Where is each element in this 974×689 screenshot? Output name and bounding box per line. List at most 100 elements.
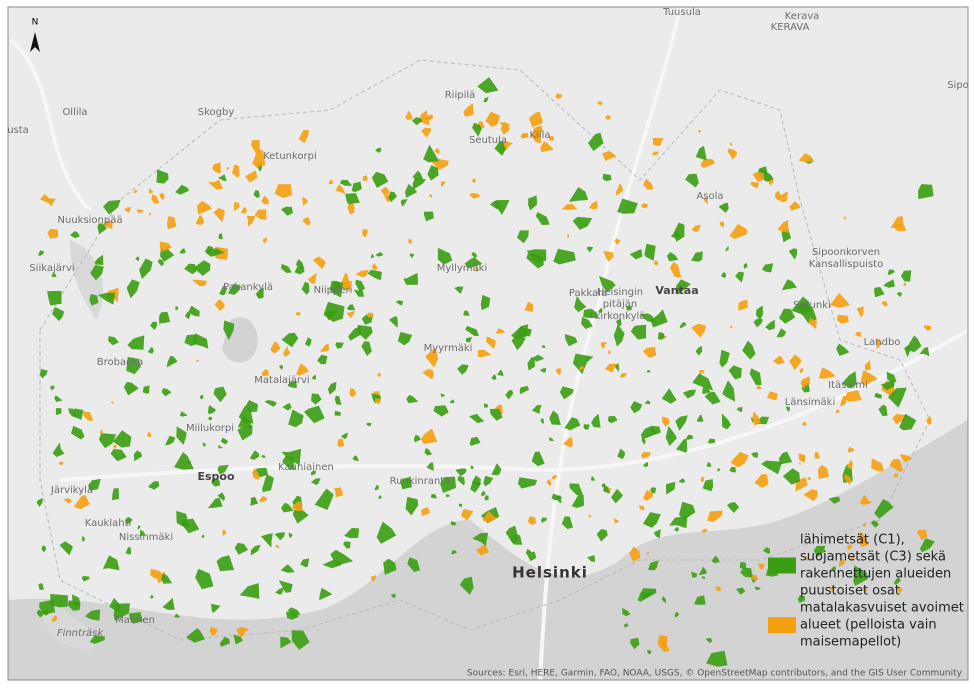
orange-area <box>563 436 573 448</box>
orange-area <box>274 184 293 198</box>
green-area <box>532 354 545 362</box>
green-area <box>470 480 482 493</box>
green-area <box>878 404 888 417</box>
orange-area <box>730 451 749 468</box>
orange-area <box>847 446 855 453</box>
orange-area <box>475 268 479 273</box>
green-area <box>481 490 486 497</box>
green-area <box>519 385 530 395</box>
green-area <box>597 308 603 313</box>
green-area <box>175 306 178 311</box>
orange-area <box>789 201 801 211</box>
orange-area <box>159 241 172 252</box>
green-area <box>179 248 186 254</box>
green-area <box>217 492 226 501</box>
orange-area <box>652 137 664 147</box>
orange-area <box>362 229 368 238</box>
legend-label: alueet (pelloista vain <box>800 618 937 633</box>
basemap <box>8 7 968 680</box>
green-area <box>721 272 727 278</box>
green-area <box>830 566 836 571</box>
orange-area <box>99 429 103 434</box>
place-label: Myyrmäki <box>424 343 473 354</box>
green-area <box>695 145 707 161</box>
green-area <box>874 499 894 519</box>
orange-area <box>691 224 701 232</box>
orange-area <box>222 529 227 536</box>
orange-area <box>589 200 598 210</box>
frame <box>7 6 969 681</box>
green-area <box>896 291 903 298</box>
green-area <box>742 340 756 360</box>
green-area <box>255 287 264 299</box>
green-area <box>559 386 574 400</box>
orange-area <box>829 587 835 591</box>
orange-area <box>798 153 815 163</box>
orange-area <box>703 197 708 205</box>
green-area <box>549 410 561 425</box>
green-area <box>666 252 679 262</box>
green-area <box>756 305 763 321</box>
green-area <box>611 488 623 504</box>
green-area <box>345 193 360 205</box>
green-area <box>692 373 714 391</box>
place-label: kirkonkylä <box>595 311 646 322</box>
green-area <box>281 206 293 216</box>
orange-area <box>555 368 561 375</box>
place-label: Niipperi <box>314 285 353 296</box>
green-area <box>729 466 736 473</box>
orange-area <box>750 181 760 189</box>
green-area <box>179 411 188 417</box>
orange-area <box>857 531 866 543</box>
green-area <box>740 567 753 578</box>
green-area <box>496 369 504 377</box>
green-area <box>423 211 434 222</box>
orange-area <box>362 175 368 182</box>
green-area <box>583 424 590 430</box>
orange-area <box>752 411 761 426</box>
green-area <box>603 484 611 494</box>
orange-area <box>419 110 430 126</box>
green-area <box>427 165 439 181</box>
green-area <box>208 416 213 421</box>
north-label: N <box>32 18 39 28</box>
green-area <box>36 498 43 507</box>
green-area <box>204 245 213 254</box>
green-area <box>465 326 480 337</box>
green-area <box>181 518 200 534</box>
green-area <box>721 413 731 430</box>
green-area <box>650 425 661 435</box>
green-area <box>472 122 482 137</box>
orange-area <box>847 544 853 551</box>
orange-area <box>531 133 542 144</box>
green-area <box>483 403 489 408</box>
orange-area <box>63 498 72 504</box>
green-area <box>52 306 65 322</box>
green-area <box>782 468 800 485</box>
green-area <box>139 529 146 537</box>
orange-area <box>110 401 114 404</box>
green-area <box>150 594 154 599</box>
green-area <box>291 630 310 650</box>
orange-area <box>349 388 357 398</box>
orange-area <box>857 306 864 318</box>
green-area <box>112 488 119 501</box>
orange-area <box>213 208 225 223</box>
orange-area <box>555 93 563 100</box>
legend-label: lähimetsät (C1), <box>800 533 905 548</box>
place-label: Matalajärvi <box>254 375 309 386</box>
orange-area <box>425 347 439 368</box>
green-area <box>219 636 230 647</box>
green-area <box>706 650 728 667</box>
green-area <box>483 96 489 103</box>
green-area <box>237 425 253 441</box>
orange-area <box>814 451 821 459</box>
orange-area <box>640 203 649 209</box>
green-area <box>450 521 457 526</box>
green-area <box>239 583 260 599</box>
orange-area <box>214 299 225 312</box>
green-area <box>630 401 643 414</box>
orange-area <box>254 209 267 220</box>
green-area <box>50 385 55 391</box>
green-area <box>388 191 397 203</box>
